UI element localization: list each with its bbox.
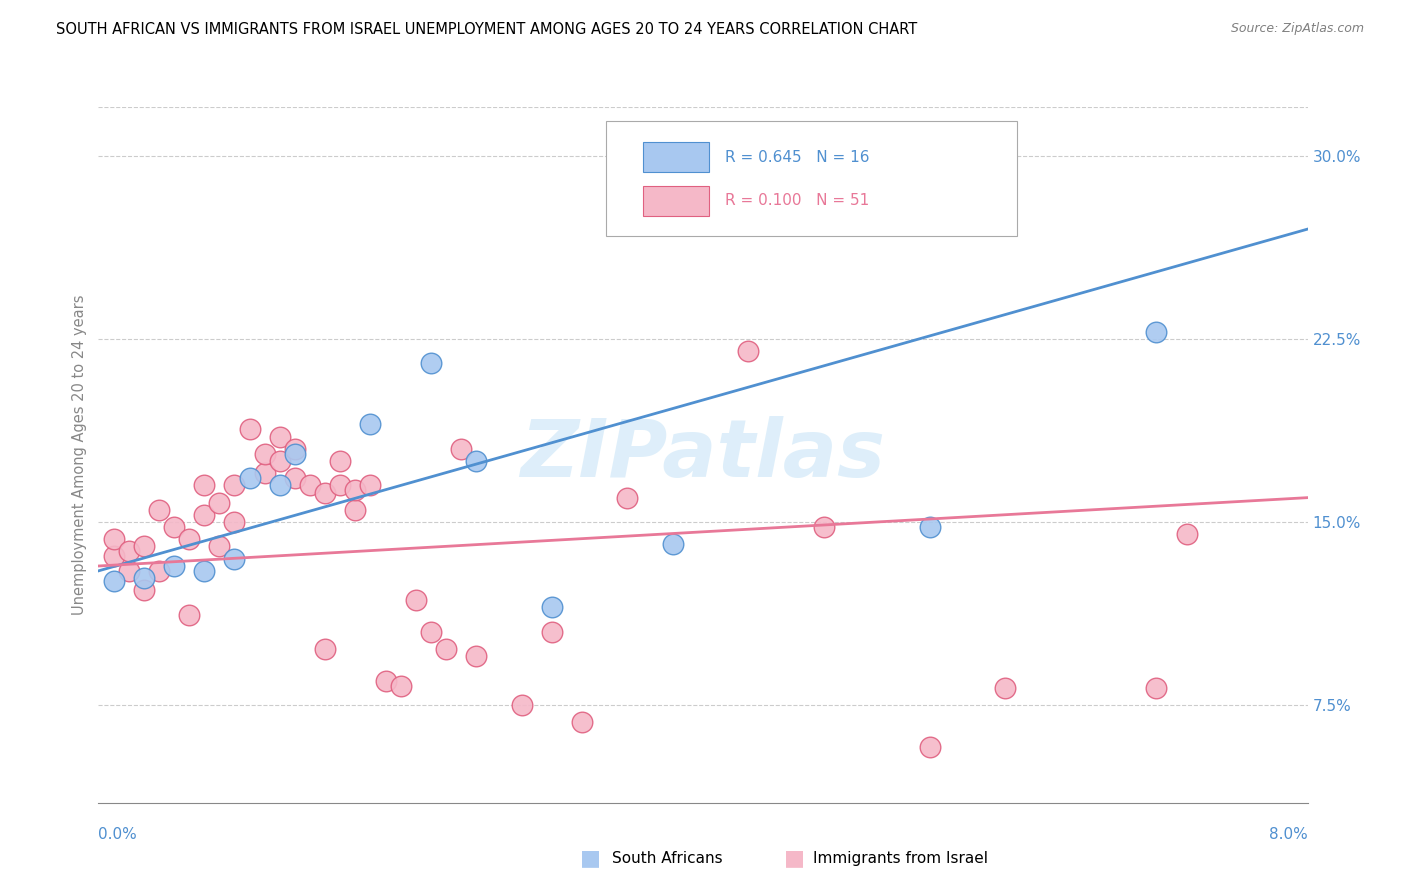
Point xyxy=(389,679,412,693)
Point xyxy=(540,600,562,615)
Point xyxy=(179,607,201,622)
Point xyxy=(284,471,307,485)
Point xyxy=(253,447,276,461)
Text: ZIPatlas: ZIPatlas xyxy=(520,416,886,494)
Point xyxy=(103,549,125,564)
Point xyxy=(224,551,246,566)
Point xyxy=(692,202,714,217)
Text: SOUTH AFRICAN VS IMMIGRANTS FROM ISRAEL UNEMPLOYMENT AMONG AGES 20 TO 24 YEARS C: SOUTH AFRICAN VS IMMIGRANTS FROM ISRAEL … xyxy=(56,22,918,37)
Text: 8.0%: 8.0% xyxy=(1268,827,1308,841)
Point xyxy=(419,356,441,370)
Point xyxy=(329,478,352,492)
Point xyxy=(314,642,336,657)
Point xyxy=(465,649,488,664)
Point xyxy=(208,540,231,554)
Point xyxy=(132,540,155,554)
Text: ■: ■ xyxy=(581,848,600,868)
Bar xyxy=(643,186,709,216)
Point xyxy=(344,483,367,498)
Point xyxy=(224,515,246,529)
Point xyxy=(359,417,381,432)
Text: South Africans: South Africans xyxy=(612,851,723,865)
Point xyxy=(450,442,472,456)
Point xyxy=(224,478,246,492)
Point xyxy=(253,467,276,481)
Point xyxy=(103,574,125,588)
FancyBboxPatch shape xyxy=(606,121,1018,235)
Point xyxy=(616,491,638,505)
Point xyxy=(118,564,141,578)
Point xyxy=(269,454,291,468)
Point xyxy=(299,478,322,492)
Point xyxy=(661,217,683,231)
Point xyxy=(465,454,488,468)
Point xyxy=(208,495,231,509)
Point xyxy=(193,564,215,578)
Point xyxy=(419,624,441,639)
Point xyxy=(918,739,941,754)
Text: Immigrants from Israel: Immigrants from Israel xyxy=(813,851,987,865)
Point xyxy=(193,508,215,522)
Point xyxy=(1175,527,1198,541)
Point xyxy=(329,454,352,468)
Point xyxy=(118,544,141,558)
Point xyxy=(179,532,201,546)
Point xyxy=(374,673,396,688)
Point xyxy=(737,344,759,359)
Bar xyxy=(643,142,709,172)
Point xyxy=(269,429,291,443)
Y-axis label: Unemployment Among Ages 20 to 24 years: Unemployment Among Ages 20 to 24 years xyxy=(72,294,87,615)
Point xyxy=(163,520,186,534)
Point xyxy=(148,564,170,578)
Text: ■: ■ xyxy=(785,848,804,868)
Point xyxy=(284,442,307,456)
Point xyxy=(132,571,155,585)
Point xyxy=(284,447,307,461)
Point xyxy=(239,471,262,485)
Point xyxy=(359,478,381,492)
Point xyxy=(269,478,291,492)
Point xyxy=(344,503,367,517)
Point xyxy=(813,520,835,534)
Point xyxy=(1144,681,1167,695)
Point xyxy=(540,624,562,639)
Point xyxy=(510,698,533,713)
Text: R = 0.645   N = 16: R = 0.645 N = 16 xyxy=(724,150,869,165)
Text: 0.0%: 0.0% xyxy=(98,827,138,841)
Point xyxy=(994,681,1017,695)
Point xyxy=(314,485,336,500)
Point xyxy=(918,520,941,534)
Text: Source: ZipAtlas.com: Source: ZipAtlas.com xyxy=(1230,22,1364,36)
Point xyxy=(193,478,215,492)
Point xyxy=(148,503,170,517)
Point xyxy=(132,583,155,598)
Point xyxy=(405,593,427,607)
Point xyxy=(661,537,683,551)
Point xyxy=(163,559,186,574)
Point xyxy=(434,642,457,657)
Point xyxy=(571,715,593,730)
Point xyxy=(1144,325,1167,339)
Point xyxy=(239,422,262,436)
Point xyxy=(103,532,125,546)
Text: R = 0.100   N = 51: R = 0.100 N = 51 xyxy=(724,194,869,209)
